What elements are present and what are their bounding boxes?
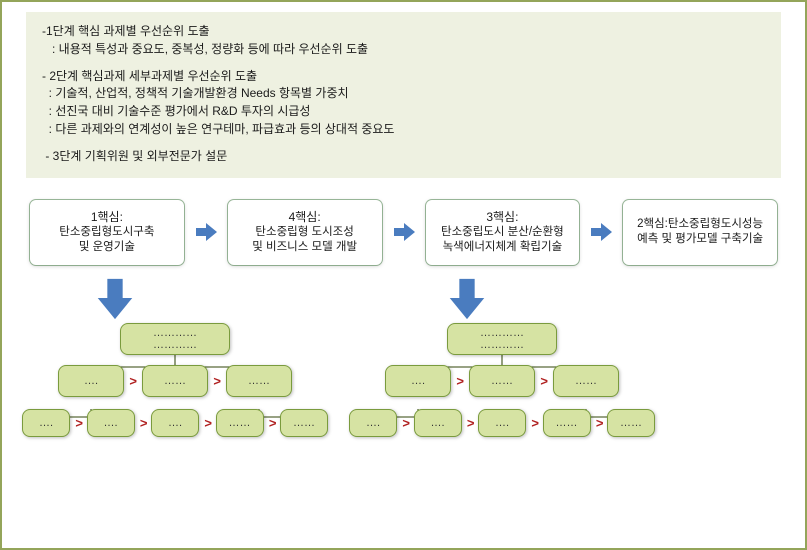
tree-mid-node: …… > <box>469 365 535 397</box>
core-title: 1핵심: <box>36 210 178 226</box>
tree-mid-node: …… > <box>142 365 208 397</box>
rank-gt-icon: > <box>402 416 410 431</box>
node-label: …… <box>491 375 513 387</box>
node-label: …… <box>293 417 315 429</box>
rank-gt-icon: > <box>140 416 148 431</box>
tree-leaf-node: …. > <box>151 409 199 437</box>
tree-top-node: …………………… <box>447 323 557 355</box>
info-line: - 3단계 기획위원 및 외부전문가 설문 <box>42 148 765 165</box>
node-label: …… <box>620 417 642 429</box>
tree-leaf-node: …. > <box>349 409 397 437</box>
core-body: 탄소중립도시 분산/순환형녹색에너지체계 확립기술 <box>432 225 574 255</box>
core-priority-flow: 1핵심: 탄소중립형도시구축및 운영기술 4핵심: 탄소중립형 도시조성및 비즈… <box>30 200 777 265</box>
subtask-trees: …………………… …. > …… > …… …. > <box>26 271 781 437</box>
core-title: 3핵심: <box>432 210 574 226</box>
node-label: …………………… <box>153 327 197 351</box>
tree-leaf-node: …. > <box>414 409 462 437</box>
core-body: 2핵심:탄소중립형도시성능예측 및 평가모델 구축기술 <box>629 217 771 247</box>
tree-leaf-node: …… <box>607 409 655 437</box>
tree-top-node: …………………… <box>120 323 230 355</box>
node-label: …………………… <box>480 327 524 351</box>
tree-leaf-node: …… > <box>216 409 264 437</box>
node-label: …… <box>229 417 251 429</box>
node-label: …. <box>430 417 444 429</box>
node-label: …… <box>575 375 597 387</box>
node-label: …. <box>39 417 53 429</box>
node-label: …… <box>164 375 186 387</box>
rank-gt-icon: > <box>456 374 464 389</box>
rank-gt-icon: > <box>75 416 83 431</box>
node-label: …. <box>84 375 98 387</box>
tree-leaf-node: …… > <box>543 409 591 437</box>
node-label: …. <box>168 417 182 429</box>
down-arrow-icon <box>277 275 657 321</box>
info-line: -1단계 핵심 과제별 우선순위 도출 <box>42 23 765 40</box>
core-box-2: 2핵심:탄소중립형도시성능예측 및 평가모델 구축기술 <box>623 200 777 265</box>
node-label: …. <box>411 375 425 387</box>
core-box-3: 3핵심: 탄소중립도시 분산/순환형녹색에너지체계 확립기술 <box>426 200 580 265</box>
tree-leaf-node: …. > <box>87 409 135 437</box>
rank-gt-icon: > <box>129 374 137 389</box>
info-line: : 기술적, 산업적, 정책적 기술개발환경 Needs 항목별 가중치 <box>42 85 765 102</box>
node-label: …… <box>556 417 578 429</box>
info-line: - 2단계 핵심과제 세부과제별 우선순위 도출 <box>42 68 765 85</box>
core-box-4: 4핵심: 탄소중립형 도시조성및 비즈니스 모델 개발 <box>228 200 382 265</box>
info-line: : 선진국 대비 기술수준 평가에서 R&D 투자의 시급성 <box>42 103 765 120</box>
tree-leaf-node: …… <box>280 409 328 437</box>
diagram-root: -1단계 핵심 과제별 우선순위 도출 : 내용적 특성과 중요도, 중복성, … <box>0 0 807 550</box>
info-line: : 내용적 특성과 중요도, 중복성, 정량화 등에 따라 우선순위 도출 <box>42 41 765 58</box>
right-arrow-icon <box>587 200 615 265</box>
tree-mid-node: …… <box>226 365 292 397</box>
tree-mid-node: …. > <box>58 365 124 397</box>
rank-gt-icon: > <box>269 416 277 431</box>
node-label: …. <box>103 417 117 429</box>
rank-gt-icon: > <box>204 416 212 431</box>
subtask-tree: …………………… …. > …… > …… …. > <box>347 271 657 437</box>
core-title: 4핵심: <box>234 210 376 226</box>
stages-summary-box: -1단계 핵심 과제별 우선순위 도출 : 내용적 특성과 중요도, 중복성, … <box>26 12 781 178</box>
tree-mid-node: …. > <box>385 365 451 397</box>
rank-gt-icon: > <box>531 416 539 431</box>
core-body: 탄소중립형 도시조성및 비즈니스 모델 개발 <box>234 225 376 255</box>
node-label: …. <box>495 417 509 429</box>
right-arrow-icon <box>390 200 418 265</box>
tree-leaf-node: …. > <box>478 409 526 437</box>
rank-gt-icon: > <box>540 374 548 389</box>
node-label: …. <box>366 417 380 429</box>
info-line: : 다른 과제와의 연계성이 높은 연구테마, 파급효과 등의 상대적 중요도 <box>42 121 765 138</box>
core-box-1: 1핵심: 탄소중립형도시구축및 운영기술 <box>30 200 184 265</box>
rank-gt-icon: > <box>596 416 604 431</box>
core-body: 탄소중립형도시구축및 운영기술 <box>36 225 178 255</box>
rank-gt-icon: > <box>467 416 475 431</box>
tree-leaf-node: …. > <box>22 409 70 437</box>
rank-gt-icon: > <box>213 374 221 389</box>
tree-mid-node: …… <box>553 365 619 397</box>
node-label: …… <box>248 375 270 387</box>
right-arrow-icon <box>192 200 220 265</box>
